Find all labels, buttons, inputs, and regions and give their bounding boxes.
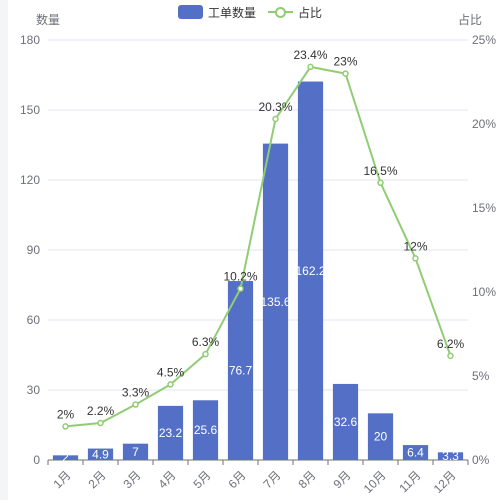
bar xyxy=(52,455,79,460)
x-tick-label: 2月 xyxy=(85,468,108,491)
line-value-label: 16.5% xyxy=(363,164,397,178)
line-value-label: 2.2% xyxy=(87,404,115,418)
bar xyxy=(192,400,219,460)
line-path xyxy=(65,65,452,428)
bar xyxy=(297,81,324,461)
bar xyxy=(367,413,394,460)
chart-legend: 工单数量 占比 xyxy=(0,4,500,20)
y-right-tick-label: 5% xyxy=(472,369,490,383)
bar-value-label: 135.6 xyxy=(260,295,290,309)
x-tick-label: 3月 xyxy=(120,468,143,491)
line-point xyxy=(97,419,104,427)
legend-bar-label: 工单数量 xyxy=(207,5,256,20)
bar xyxy=(157,405,184,460)
line-value-label: 6.3% xyxy=(192,335,220,349)
x-tick-label: 10月 xyxy=(361,468,389,496)
y-right-tick-label: 25% xyxy=(472,33,496,47)
page-edge-strip xyxy=(0,0,8,500)
line-value-label: 12% xyxy=(403,239,427,253)
line-value-label: 4.5% xyxy=(157,365,185,379)
x-tick-label: 7月 xyxy=(260,468,283,491)
bar-value-label: 7 xyxy=(132,445,139,459)
bar xyxy=(437,452,464,460)
x-tick-label: 8月 xyxy=(295,468,318,491)
line-point xyxy=(342,70,349,77)
x-tick-label: 4月 xyxy=(155,468,178,491)
y-axis-left-title: 数量 xyxy=(36,13,61,27)
grid-lines xyxy=(48,39,468,391)
bar-value-label: 3.3 xyxy=(442,449,459,463)
bar xyxy=(332,383,359,460)
bar-value-label: 6.4 xyxy=(407,446,424,460)
bar-value-label: 162.2 xyxy=(295,264,325,278)
y-axis-right-title: 占比 xyxy=(458,13,483,27)
y-left-tick-label: 30 xyxy=(27,383,41,397)
line-value-label: 2% xyxy=(57,407,75,421)
y-right-tick-label: 0% xyxy=(472,453,490,467)
y-right-tick-label: 10% xyxy=(472,285,496,299)
line-point xyxy=(377,179,384,187)
bar xyxy=(122,443,149,460)
line-data-labels: 2% 2.2% 3.3% 4.5% 6.3% 10.2% 20.3% 23.4% 23% 16.5… xyxy=(57,48,465,422)
bar xyxy=(402,445,429,460)
line-point xyxy=(202,350,209,358)
x-tick-label: 9月 xyxy=(330,468,353,491)
legend-bar-swatch xyxy=(177,5,203,19)
bar-value-label: 23.2 xyxy=(159,426,183,440)
line-point xyxy=(447,352,454,360)
bar-value-label: 2 xyxy=(62,451,69,465)
bar xyxy=(227,281,254,460)
y-left-tick-label: 180 xyxy=(20,33,40,47)
line-point xyxy=(62,423,69,430)
bar-series xyxy=(52,81,464,461)
line-point xyxy=(237,285,244,292)
y-left-tick-label: 150 xyxy=(20,103,40,117)
line-point xyxy=(307,63,314,71)
legend-line-label: 占比 xyxy=(298,5,323,20)
bar-value-label: 20 xyxy=(374,430,388,444)
x-tick-label: 5月 xyxy=(190,468,213,491)
y-right-tick-label: 15% xyxy=(472,201,496,215)
bar-value-label: 76.7 xyxy=(229,364,253,378)
line-point xyxy=(412,255,419,262)
line-value-label: 20.3% xyxy=(258,100,292,114)
y-left-tick-label: 120 xyxy=(20,173,40,187)
line-point xyxy=(167,381,174,388)
x-tick-label: 12月 xyxy=(431,468,459,496)
legend-line-swatch xyxy=(268,5,293,19)
bar-value-label: 25.6 xyxy=(194,423,218,437)
legend-item-bar-series[interactable]: 工单数量 xyxy=(177,4,256,21)
line-value-label: 23% xyxy=(333,55,357,69)
legend-item-line-series[interactable]: 占比 xyxy=(268,4,322,21)
line-value-label: 10.2% xyxy=(223,270,257,284)
bar-value-label: 4.9 xyxy=(92,447,109,461)
x-tick-label: 11月 xyxy=(396,468,423,495)
bar-value-label: 32.6 xyxy=(334,415,358,429)
y-left-tick-label: 60 xyxy=(27,313,41,327)
line-value-label: 3.3% xyxy=(122,386,150,400)
x-tick-label: 1月 xyxy=(50,468,73,491)
x-tick-label: 6月 xyxy=(225,468,248,491)
line-point xyxy=(272,115,279,123)
y-right-tick-label: 20% xyxy=(472,117,496,131)
line-value-label: 23.4% xyxy=(293,48,327,62)
bar xyxy=(262,143,289,460)
line-value-label: 6.2% xyxy=(437,337,465,351)
line-point xyxy=(132,401,139,408)
line-series xyxy=(62,63,454,430)
bar-data-labels: 2 4.9 7 23.2 25.6 76.7 135.6 162.2 32.6 20 6.4 3.3 xyxy=(62,264,459,465)
y-left-tick-label: 0 xyxy=(33,453,40,467)
bar xyxy=(87,448,114,460)
y-left-tick-label: 90 xyxy=(27,243,41,257)
